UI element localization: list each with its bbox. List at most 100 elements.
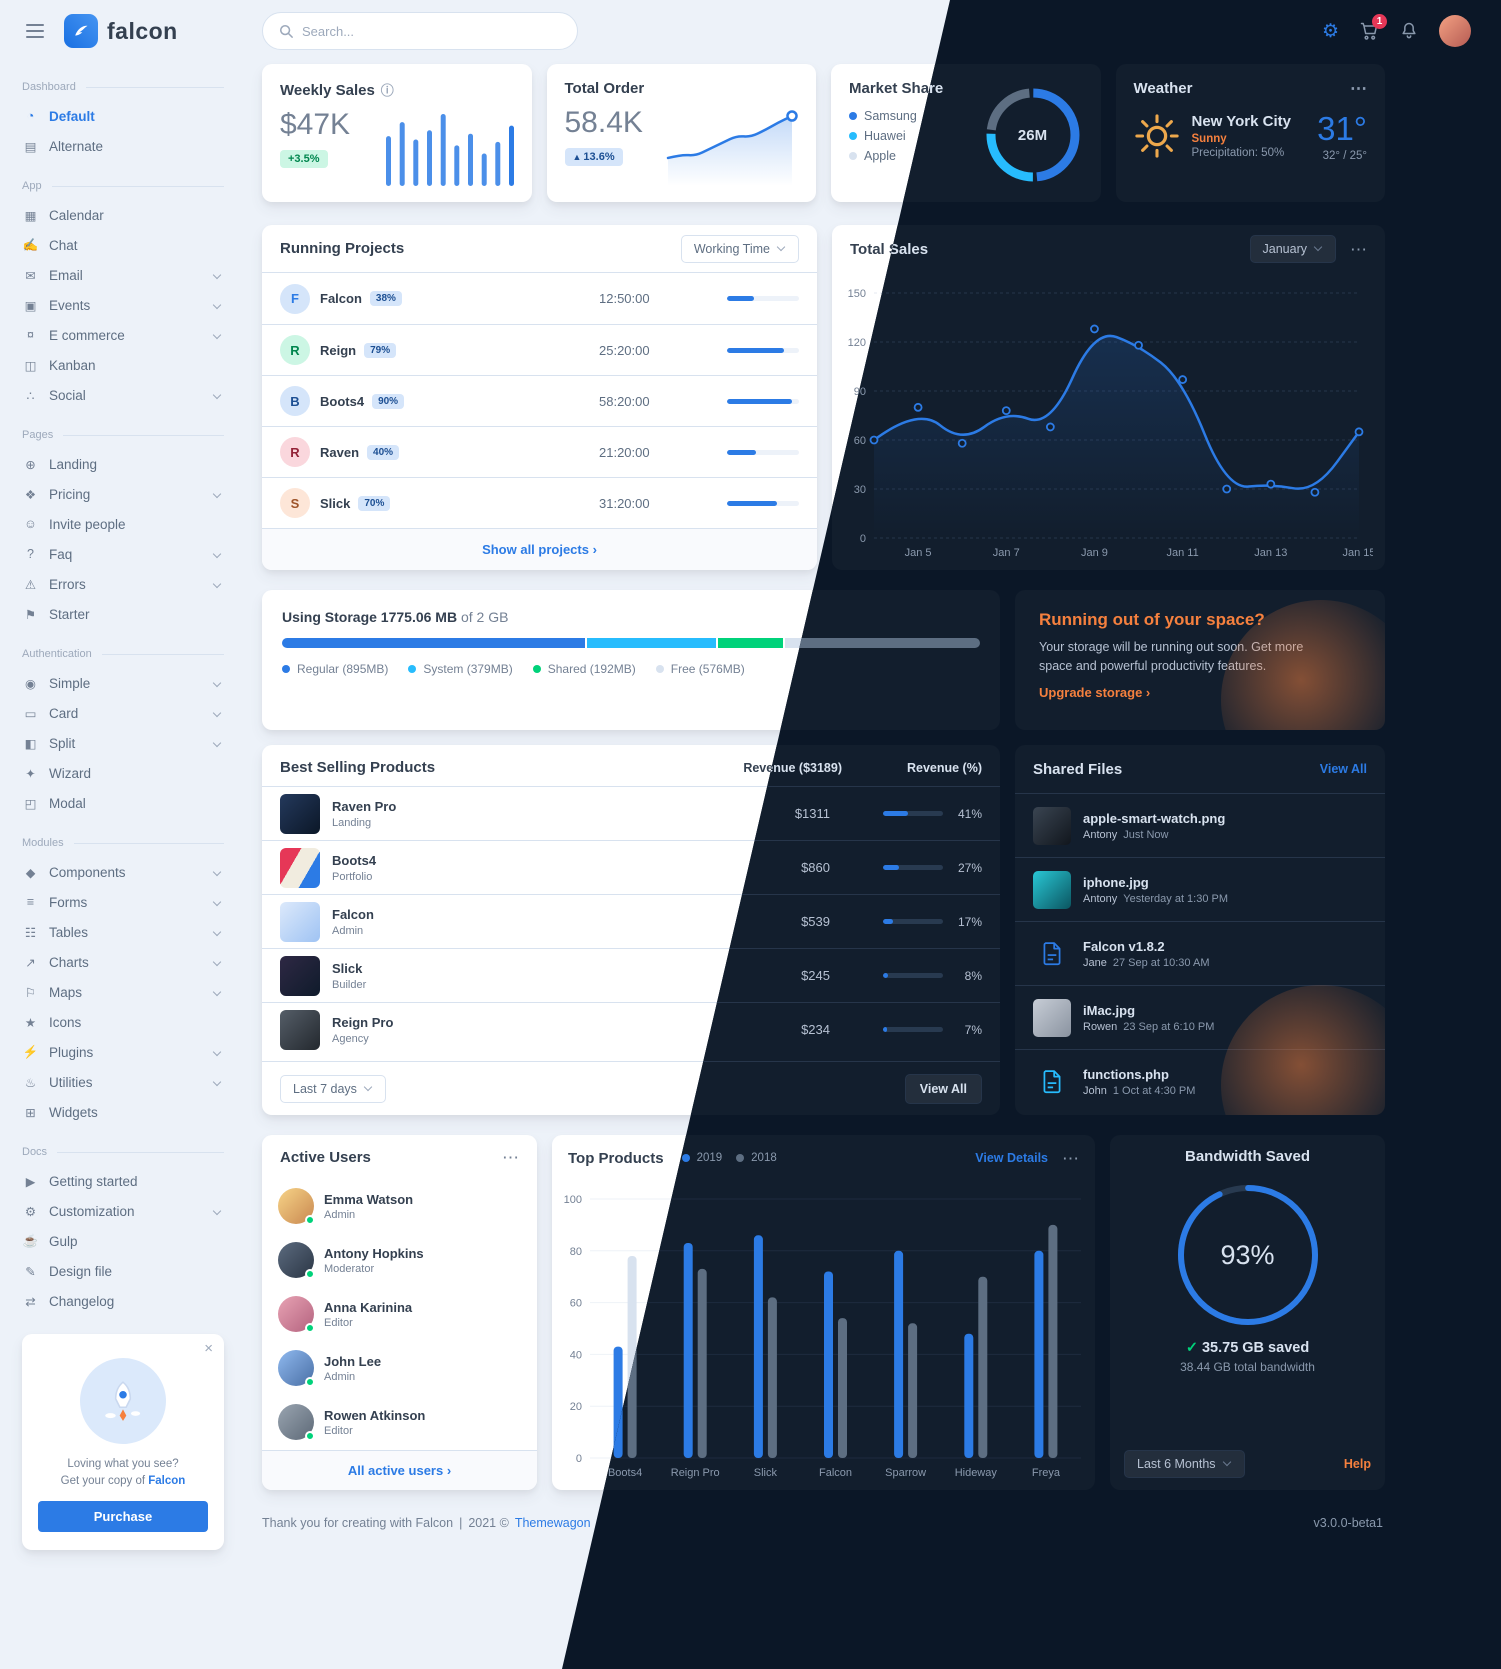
user-name[interactable]: John Lee: [324, 1353, 382, 1369]
design-file-icon: ✎: [25, 1264, 36, 1279]
sidebar-item-kanban[interactable]: ◫ Kanban: [22, 350, 224, 380]
sidebar-item-charts[interactable]: ↗ Charts: [22, 947, 224, 977]
product-category: Agency: [332, 1032, 369, 1045]
chevron-down-icon: [212, 867, 222, 877]
sidebar-item-wizard[interactable]: ✦ Wizard: [22, 758, 224, 788]
promo-falcon-link[interactable]: Falcon: [148, 1475, 186, 1488]
sidebar-item-tables[interactable]: ☷ Tables: [22, 917, 224, 947]
sidebar-item-pricing[interactable]: ❖ Pricing: [22, 479, 224, 509]
file-name[interactable]: Falcon v1.8.2: [1083, 938, 1165, 954]
product-thumbnail: [280, 901, 320, 942]
sidebar-item-changelog[interactable]: ⇄ Changelog: [22, 1286, 224, 1316]
user-avatar[interactable]: [278, 1350, 315, 1387]
project-name[interactable]: Reign: [320, 342, 357, 358]
search-box[interactable]: [262, 12, 578, 50]
sidebar-item-simple[interactable]: ◉ Simple: [22, 668, 224, 698]
file-name[interactable]: iMac.jpg: [1083, 1002, 1136, 1018]
project-progress-bar: [727, 449, 799, 455]
sidebar-item-events[interactable]: ▣ Events: [22, 290, 224, 320]
sidebar-item-faq[interactable]: ? Faq: [22, 539, 224, 569]
sidebar-item-modal[interactable]: ◰ Modal: [22, 788, 224, 818]
upsell-title: Running out of your space?: [1039, 610, 1265, 629]
sidebar-item-icons[interactable]: ★ Icons: [22, 1007, 224, 1037]
show-all-projects-link[interactable]: Show all projects ›: [262, 528, 817, 570]
purchase-button[interactable]: Purchase: [38, 1500, 208, 1532]
help-link[interactable]: Help: [1343, 1457, 1371, 1471]
working-time-select[interactable]: Working Time: [680, 234, 799, 263]
user-name[interactable]: Emma Watson: [324, 1191, 414, 1207]
sidebar-item-alternate[interactable]: ▤ Alternate: [22, 131, 224, 161]
sidebar-item-calendar[interactable]: ▦ Calendar: [22, 200, 224, 230]
sidebar-item-landing[interactable]: ⊕ Landing: [22, 449, 224, 479]
project-name[interactable]: Raven: [320, 444, 360, 460]
product-name[interactable]: Raven Pro: [332, 798, 397, 814]
sidebar-item-label: Charts: [49, 954, 89, 970]
close-icon[interactable]: ×: [204, 1340, 213, 1357]
user-avatar[interactable]: [278, 1188, 315, 1225]
card-menu-button[interactable]: ⋯: [1350, 239, 1367, 259]
sidebar-item-default[interactable]: ◔ Default: [22, 101, 224, 131]
settings-gear-button[interactable]: ⚙: [1321, 20, 1339, 42]
card-menu-button[interactable]: ⋯: [502, 1147, 519, 1167]
upgrade-storage-link[interactable]: Upgrade storage ›: [1039, 684, 1151, 700]
user-avatar[interactable]: [278, 1296, 315, 1333]
view-all-link[interactable]: View All: [1319, 762, 1367, 776]
card-menu-button[interactable]: ⋯: [1062, 1148, 1079, 1168]
sidebar-item-social[interactable]: ∴ Social: [22, 380, 224, 410]
sidebar-item-card[interactable]: ▭ Card: [22, 698, 224, 728]
user-name[interactable]: Rowen Atkinson: [324, 1407, 426, 1423]
product-name[interactable]: Falcon: [332, 906, 374, 922]
falcon-logo[interactable]: falcon: [64, 14, 178, 48]
sidebar-item-widgets[interactable]: ⊞ Widgets: [22, 1097, 224, 1127]
sidebar-item-errors[interactable]: ⚠ Errors: [22, 569, 224, 599]
notifications-button[interactable]: [1399, 21, 1419, 41]
card-menu-button[interactable]: ⋯: [1350, 79, 1367, 98]
month-select[interactable]: January: [1249, 235, 1336, 263]
upsell-body: Your storage will be running out soon. G…: [1039, 640, 1304, 673]
project-name[interactable]: Boots4: [320, 393, 365, 409]
sidebar-item-components[interactable]: ◆ Components: [22, 857, 224, 887]
sidebar-item-forms[interactable]: ≡ Forms: [22, 887, 224, 917]
project-avatar: R: [280, 437, 310, 467]
sidebar-item-invite-people[interactable]: ☺ Invite people: [22, 509, 224, 539]
cart-button[interactable]: 1: [1359, 14, 1387, 41]
warning-icon: ⚠: [24, 577, 37, 592]
search-input[interactable]: [302, 23, 561, 39]
sidebar-item-getting-started[interactable]: ▶ Getting started: [22, 1166, 224, 1196]
project-name[interactable]: Falcon: [320, 291, 362, 306]
file-name[interactable]: apple-smart-watch.png: [1083, 810, 1226, 826]
sidebar-item-gulp[interactable]: ☕ Gulp: [22, 1226, 224, 1256]
sidebar-item-utilities[interactable]: ♨ Utilities: [22, 1067, 224, 1097]
info-circle-icon[interactable]: ⓘ: [380, 83, 394, 98]
weekly-sales-card: Weekly Sales ⓘ $47K +3.5%: [262, 64, 532, 202]
file-name[interactable]: functions.php: [1083, 1066, 1169, 1082]
sidebar-item-ecommerce[interactable]: ¤ E commerce: [22, 320, 224, 350]
sidebar-item-maps[interactable]: ⚐ Maps: [22, 977, 224, 1007]
menu-toggle-button[interactable]: [22, 20, 48, 42]
product-name[interactable]: Boots4: [332, 852, 377, 868]
sidebar-item-split[interactable]: ◧ Split: [22, 728, 224, 758]
sidebar-item-chat[interactable]: ✍ Chat: [22, 230, 224, 260]
sidebar-item-customization[interactable]: ⚙ Customization: [22, 1196, 224, 1226]
view-details-link[interactable]: View Details: [975, 1151, 1048, 1165]
all-active-users-link[interactable]: All active users ›: [262, 1450, 537, 1490]
user-row: John Lee Admin: [262, 1341, 537, 1395]
product-name[interactable]: Reign Pro: [332, 1014, 394, 1030]
user-name[interactable]: Anna Karinina: [324, 1299, 413, 1315]
user-avatar[interactable]: [1439, 15, 1471, 47]
project-name[interactable]: Slick: [320, 495, 351, 511]
product-name[interactable]: Slick: [332, 960, 363, 976]
themewagon-link[interactable]: Themewagon: [514, 1516, 591, 1530]
sidebar-item-design-file[interactable]: ✎ Design file: [22, 1256, 224, 1286]
sidebar-item-plugins[interactable]: ⚡ Plugins: [22, 1037, 224, 1067]
sidebar-item-email[interactable]: ✉ Email: [22, 260, 224, 290]
view-all-button[interactable]: View All: [904, 1073, 982, 1104]
last-6-months-select[interactable]: Last 6 Months: [1124, 1450, 1245, 1478]
storage-segment-shared: [717, 638, 783, 648]
user-avatar[interactable]: [278, 1404, 315, 1441]
sidebar-item-starter[interactable]: ⚑ Starter: [22, 599, 224, 629]
user-avatar[interactable]: [278, 1242, 315, 1279]
file-name[interactable]: iphone.jpg: [1083, 874, 1149, 890]
last-7-days-select[interactable]: Last 7 days: [280, 1074, 386, 1103]
user-name[interactable]: Antony Hopkins: [324, 1245, 424, 1261]
